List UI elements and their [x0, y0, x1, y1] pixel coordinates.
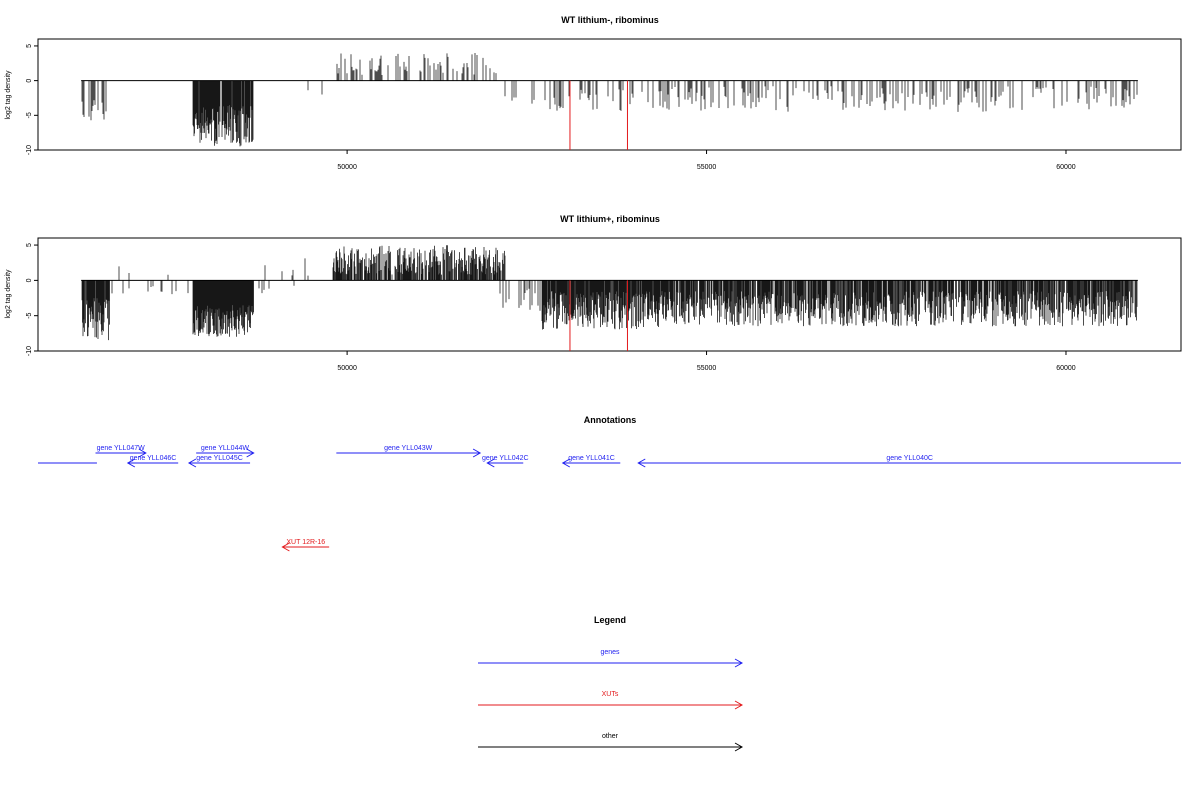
y-tick-label: -5	[26, 112, 33, 118]
legend: Legend genes XUTs other	[478, 615, 744, 752]
y-tick-label: 0	[26, 278, 33, 282]
panel-title: WT lithium-, ribominus	[561, 15, 659, 25]
annotation-feature[interactable]: gene YLL044W	[196, 445, 255, 458]
feature-label: gene YLL040C	[886, 455, 933, 462]
x-tick-label: 55000	[697, 164, 717, 171]
y-tick-label: -5	[26, 312, 33, 318]
feature-label: gene YLL041C	[568, 455, 615, 462]
y-tick-label: -10	[26, 346, 33, 356]
x-tick-label: 55000	[697, 365, 717, 372]
x-tick-label: 60000	[1056, 365, 1076, 372]
annotation-feature[interactable]: gene YLL042C	[482, 455, 529, 468]
panel-title: WT lithium+, ribominus	[560, 214, 660, 224]
legend-item-xut: XUTs	[478, 691, 744, 710]
feature-label: gene YLL044W	[201, 445, 250, 452]
legend-item-other: other	[478, 733, 744, 752]
y-tick-label: 5	[26, 243, 33, 247]
legend-item-gene: genes	[478, 649, 744, 668]
track-panel-lithium-minus: WT lithium-, ribominus log2 tag density …	[5, 15, 1182, 171]
axes: 5 0 -5 -10 50000 55000 60000	[26, 44, 1076, 171]
arrow-head	[246, 448, 255, 458]
annotation-feature[interactable]: gene YLL047W	[95, 445, 147, 458]
feature-label: gene YLL046C	[130, 455, 177, 462]
y-tick-label: 5	[26, 44, 33, 48]
arrow-head	[281, 542, 290, 552]
arrow-head	[138, 448, 147, 458]
annotation-feature[interactable]: gene YLL043W	[336, 445, 482, 458]
x-tick-label: 60000	[1056, 164, 1076, 171]
annotations-title: Annotations	[584, 415, 637, 425]
arrow-head	[126, 458, 136, 468]
axes: 5 0 -5 -10 50000 55000 60000	[26, 243, 1076, 372]
y-tick-label: -10	[26, 145, 33, 155]
arrow-head	[734, 658, 744, 668]
y-axis-label: log2 tag density	[5, 269, 12, 319]
y-tick-label: 0	[26, 79, 33, 83]
arrow-head	[734, 742, 744, 752]
feature-label: gene YLL045C	[196, 455, 243, 462]
arrow-head	[637, 458, 646, 468]
track-panel-lithium-plus: WT lithium+, ribominus log2 tag density …	[5, 214, 1182, 372]
signal-bars	[81, 245, 1138, 351]
x-tick-label: 50000	[337, 365, 357, 372]
plot-frame	[37, 237, 1182, 352]
plot-frame	[37, 38, 1182, 151]
legend-items: genes XUTs other	[478, 649, 744, 752]
feature-label: gene YLL042C	[482, 455, 529, 462]
legend-label: other	[602, 733, 619, 740]
x-tick-label: 50000	[337, 164, 357, 171]
arrow-head	[734, 700, 744, 710]
annotation-feature[interactable]: gene YLL040C	[637, 455, 1181, 468]
annotation-feature[interactable]: gene YLL045C	[187, 455, 251, 468]
arrow-head	[187, 458, 197, 468]
arrow-head	[472, 448, 482, 458]
annotation-feature[interactable]: XUT 12R-16	[281, 539, 330, 552]
feature-label: gene YLL047W	[97, 445, 146, 452]
signal-bars	[81, 53, 1138, 150]
arrow-head	[561, 458, 571, 468]
legend-label: genes	[600, 649, 620, 656]
annotation-feature[interactable]: gene YLL046C	[126, 455, 179, 468]
y-axis-label: log2 tag density	[5, 70, 12, 120]
legend-label: XUTs	[602, 691, 619, 698]
annotation-features: gene YLL047W gene YLL046C gene YLL044W gene…	[38, 445, 1181, 552]
feature-label: gene YLL043W	[384, 445, 433, 452]
arrow-head	[486, 458, 495, 468]
annotation-feature[interactable]: gene YLL041C	[561, 455, 621, 468]
feature-label: XUT 12R-16	[286, 539, 325, 546]
legend-title: Legend	[594, 615, 626, 625]
